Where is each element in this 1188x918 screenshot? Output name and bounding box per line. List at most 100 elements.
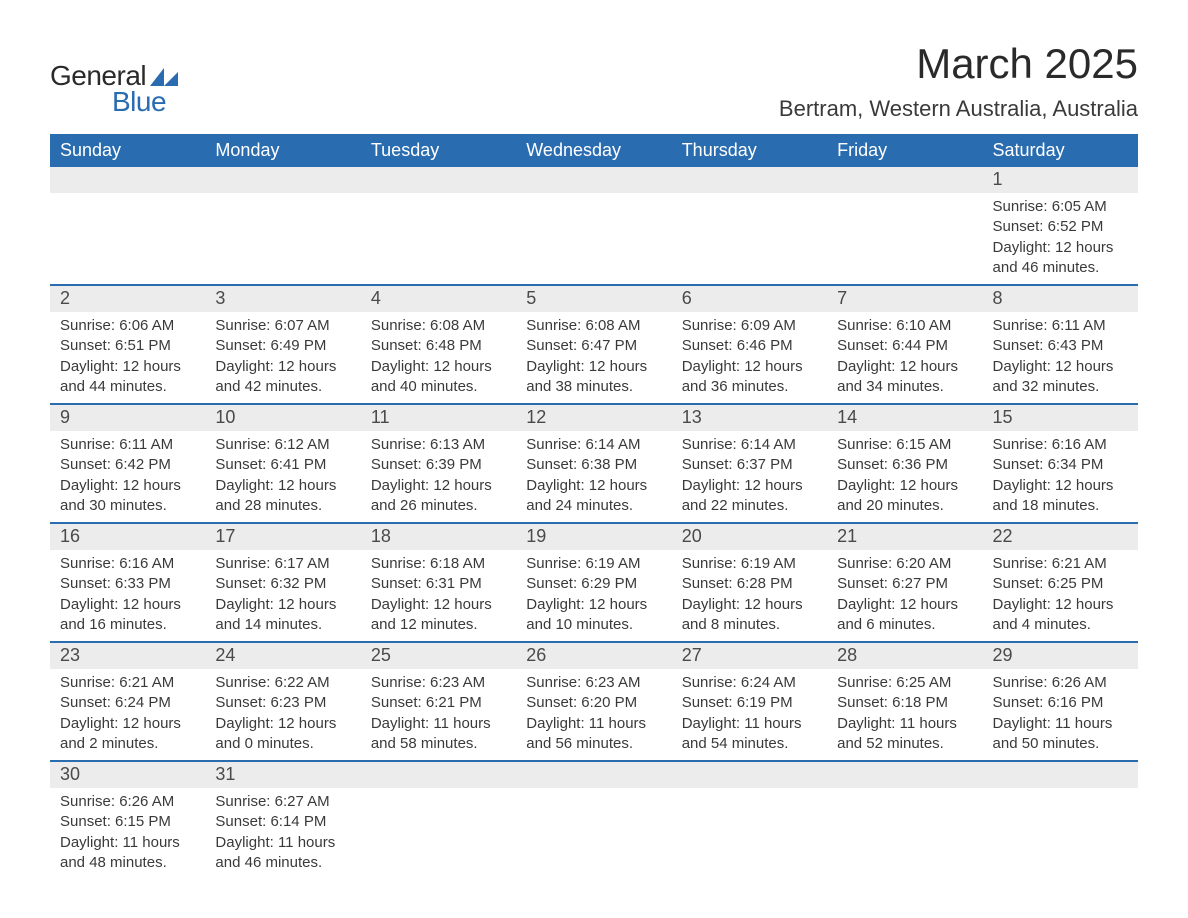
week-daynum-row: 9Sunrise: 6:11 AMSunset: 6:42 PMDaylight…: [50, 404, 1138, 523]
day-number: 5: [516, 286, 671, 312]
day-details: Sunrise: 6:16 AMSunset: 6:34 PMDaylight:…: [983, 431, 1138, 522]
day-number: 1: [983, 167, 1138, 193]
sunset-text: Sunset: 6:27 PM: [837, 574, 972, 594]
daylight-text-2: and 40 minutes.: [371, 377, 506, 397]
daylight-text-1: Daylight: 12 hours: [371, 476, 506, 496]
daylight-text-2: and 30 minutes.: [60, 496, 195, 516]
sunset-text: Sunset: 6:31 PM: [371, 574, 506, 594]
day-number: [205, 167, 360, 193]
day-number: 18: [361, 524, 516, 550]
day-number: 4: [361, 286, 516, 312]
day-details: Sunrise: 6:17 AMSunset: 6:32 PMDaylight:…: [205, 550, 360, 641]
day-details: Sunrise: 6:23 AMSunset: 6:20 PMDaylight:…: [516, 669, 671, 760]
day-number: 15: [983, 405, 1138, 431]
sunrise-text: Sunrise: 6:26 AM: [60, 792, 195, 812]
sunrise-text: Sunrise: 6:11 AM: [60, 435, 195, 455]
day-number: 26: [516, 643, 671, 669]
daylight-text-2: and 46 minutes.: [215, 853, 350, 873]
day-details: Sunrise: 6:26 AMSunset: 6:15 PMDaylight:…: [50, 788, 205, 879]
sunrise-text: Sunrise: 6:08 AM: [371, 316, 506, 336]
sunset-text: Sunset: 6:32 PM: [215, 574, 350, 594]
daylight-text-2: and 36 minutes.: [682, 377, 817, 397]
daylight-text-1: Daylight: 11 hours: [60, 833, 195, 853]
day-details: Sunrise: 6:12 AMSunset: 6:41 PMDaylight:…: [205, 431, 360, 522]
day-number: 3: [205, 286, 360, 312]
daylight-text-2: and 46 minutes.: [993, 258, 1128, 278]
daylight-text-1: Daylight: 12 hours: [837, 476, 972, 496]
day-number: 7: [827, 286, 982, 312]
daylight-text-1: Daylight: 12 hours: [837, 357, 972, 377]
day-number: 13: [672, 405, 827, 431]
daylight-text-2: and 4 minutes.: [993, 615, 1128, 635]
sunrise-text: Sunrise: 6:08 AM: [526, 316, 661, 336]
sunrise-text: Sunrise: 6:19 AM: [682, 554, 817, 574]
sunrise-text: Sunrise: 6:21 AM: [993, 554, 1128, 574]
sunset-text: Sunset: 6:18 PM: [837, 693, 972, 713]
sunset-text: Sunset: 6:24 PM: [60, 693, 195, 713]
daylight-text-2: and 58 minutes.: [371, 734, 506, 754]
sunrise-text: Sunrise: 6:17 AM: [215, 554, 350, 574]
day-details: [516, 788, 671, 868]
day-number: 21: [827, 524, 982, 550]
sunrise-text: Sunrise: 6:23 AM: [371, 673, 506, 693]
day-details: [205, 193, 360, 273]
day-number: 6: [672, 286, 827, 312]
day-details: Sunrise: 6:11 AMSunset: 6:43 PMDaylight:…: [983, 312, 1138, 403]
day-number: 2: [50, 286, 205, 312]
day-details: Sunrise: 6:06 AMSunset: 6:51 PMDaylight:…: [50, 312, 205, 403]
day-number: [516, 762, 671, 788]
daylight-text-1: Daylight: 11 hours: [682, 714, 817, 734]
sunrise-text: Sunrise: 6:14 AM: [682, 435, 817, 455]
daylight-text-1: Daylight: 12 hours: [993, 595, 1128, 615]
daylight-text-1: Daylight: 11 hours: [371, 714, 506, 734]
sunrise-text: Sunrise: 6:16 AM: [993, 435, 1128, 455]
sunset-text: Sunset: 6:36 PM: [837, 455, 972, 475]
day-number: 12: [516, 405, 671, 431]
sunset-text: Sunset: 6:44 PM: [837, 336, 972, 356]
day-details: Sunrise: 6:10 AMSunset: 6:44 PMDaylight:…: [827, 312, 982, 403]
day-details: Sunrise: 6:23 AMSunset: 6:21 PMDaylight:…: [361, 669, 516, 760]
daylight-text-2: and 14 minutes.: [215, 615, 350, 635]
daylight-text-2: and 42 minutes.: [215, 377, 350, 397]
sunset-text: Sunset: 6:37 PM: [682, 455, 817, 475]
sunset-text: Sunset: 6:23 PM: [215, 693, 350, 713]
daylight-text-1: Daylight: 12 hours: [60, 357, 195, 377]
daylight-text-2: and 52 minutes.: [837, 734, 972, 754]
sunrise-text: Sunrise: 6:13 AM: [371, 435, 506, 455]
daylight-text-1: Daylight: 11 hours: [526, 714, 661, 734]
weekday-header: Wednesday: [516, 134, 671, 167]
day-number: [516, 167, 671, 193]
sunset-text: Sunset: 6:43 PM: [993, 336, 1128, 356]
day-number: [672, 167, 827, 193]
week-daynum-row: 1Sunrise: 6:05 AMSunset: 6:52 PMDaylight…: [50, 167, 1138, 285]
day-details: Sunrise: 6:09 AMSunset: 6:46 PMDaylight:…: [672, 312, 827, 403]
sunset-text: Sunset: 6:49 PM: [215, 336, 350, 356]
sunrise-text: Sunrise: 6:06 AM: [60, 316, 195, 336]
sunrise-text: Sunrise: 6:21 AM: [60, 673, 195, 693]
daylight-text-1: Daylight: 12 hours: [993, 476, 1128, 496]
day-details: Sunrise: 6:25 AMSunset: 6:18 PMDaylight:…: [827, 669, 982, 760]
weekday-header: Thursday: [672, 134, 827, 167]
sunrise-text: Sunrise: 6:14 AM: [526, 435, 661, 455]
day-number: 9: [50, 405, 205, 431]
day-details: Sunrise: 6:11 AMSunset: 6:42 PMDaylight:…: [50, 431, 205, 522]
sunrise-text: Sunrise: 6:20 AM: [837, 554, 972, 574]
daylight-text-1: Daylight: 12 hours: [371, 357, 506, 377]
sunrise-text: Sunrise: 6:12 AM: [215, 435, 350, 455]
daylight-text-2: and 10 minutes.: [526, 615, 661, 635]
daylight-text-1: Daylight: 12 hours: [682, 476, 817, 496]
day-details: Sunrise: 6:19 AMSunset: 6:28 PMDaylight:…: [672, 550, 827, 641]
day-details: [983, 788, 1138, 868]
day-number: [361, 762, 516, 788]
daylight-text-1: Daylight: 11 hours: [215, 833, 350, 853]
sunset-text: Sunset: 6:28 PM: [682, 574, 817, 594]
day-number: 31: [205, 762, 360, 788]
day-details: Sunrise: 6:08 AMSunset: 6:48 PMDaylight:…: [361, 312, 516, 403]
sunset-text: Sunset: 6:14 PM: [215, 812, 350, 832]
day-details: Sunrise: 6:16 AMSunset: 6:33 PMDaylight:…: [50, 550, 205, 641]
sunrise-text: Sunrise: 6:22 AM: [215, 673, 350, 693]
daylight-text-1: Daylight: 12 hours: [215, 476, 350, 496]
daylight-text-1: Daylight: 12 hours: [371, 595, 506, 615]
day-details: Sunrise: 6:21 AMSunset: 6:25 PMDaylight:…: [983, 550, 1138, 641]
day-number: 25: [361, 643, 516, 669]
